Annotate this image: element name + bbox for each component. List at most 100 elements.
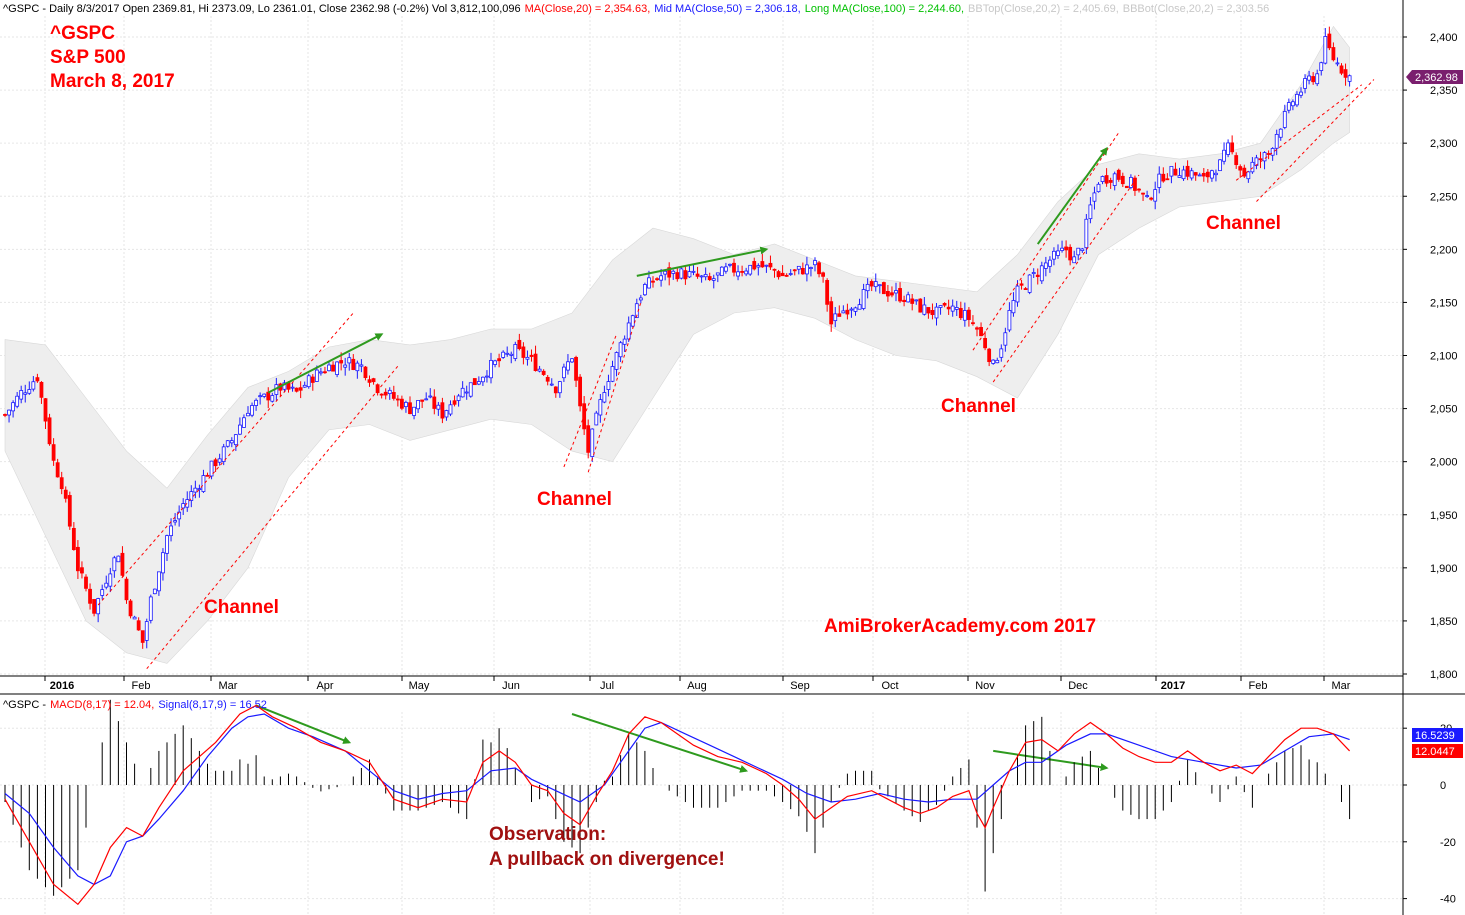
candle [242, 414, 246, 428]
observation-line-2: A pullback on divergence! [489, 849, 725, 870]
candle [958, 301, 963, 320]
candle [566, 354, 570, 375]
candle [598, 393, 603, 423]
candle [1011, 292, 1016, 317]
candle [914, 299, 919, 305]
candle [691, 264, 696, 276]
candle [387, 387, 392, 400]
candle [1153, 181, 1158, 210]
candle [59, 471, 64, 495]
candle [509, 351, 514, 364]
candle [663, 270, 668, 281]
price-badge: 2,362.98 [1406, 70, 1463, 84]
candle [197, 484, 202, 498]
candle [999, 344, 1004, 362]
candle [962, 302, 967, 327]
candle [1112, 171, 1117, 191]
candle [541, 369, 546, 376]
candle [327, 360, 331, 372]
candle [71, 522, 76, 551]
channel-line [1256, 79, 1375, 202]
candle [1169, 165, 1174, 184]
candle [35, 373, 40, 383]
candle [1262, 151, 1267, 170]
date-tick-label: Feb [1249, 680, 1268, 692]
candle [379, 393, 384, 399]
channel-line [97, 312, 354, 606]
candle [1327, 26, 1332, 51]
candle [817, 260, 821, 278]
candle [740, 265, 744, 277]
candle [395, 395, 400, 407]
candle [501, 350, 506, 359]
candle [752, 257, 757, 271]
candle [906, 291, 911, 303]
header-bbtop: BBTop(Close,20,2) = 2,405.69, [968, 3, 1119, 15]
channel-line [972, 132, 1120, 351]
candle [416, 400, 421, 413]
candle [898, 282, 902, 303]
candle [1234, 152, 1239, 169]
candle [910, 293, 915, 311]
candle [687, 265, 692, 278]
candle [930, 303, 935, 320]
candle [1197, 172, 1202, 177]
macd-line [4, 704, 1351, 906]
candle [902, 295, 906, 307]
candle [124, 576, 129, 604]
candle [1218, 159, 1222, 172]
candle [1181, 165, 1186, 181]
candle [1303, 74, 1307, 94]
candle [331, 361, 335, 372]
candle [1295, 91, 1299, 108]
candle [1185, 160, 1190, 181]
candle [440, 397, 445, 424]
trend-arrow [267, 333, 384, 394]
candle [456, 393, 461, 407]
candle [15, 391, 20, 409]
bollinger-band [4, 25, 1350, 664]
candle [351, 354, 356, 371]
date-tick-label: Jul [600, 680, 614, 692]
candle [711, 274, 716, 289]
price-tick-label: 2,200 [1430, 244, 1458, 256]
header-ma20: MA(Close,20) = 2,354.63, [525, 3, 651, 15]
candle [707, 272, 712, 282]
candle [667, 262, 672, 286]
candle [991, 359, 996, 365]
candle [225, 439, 230, 448]
candle [76, 540, 80, 579]
candle [1210, 169, 1214, 182]
candle [343, 357, 348, 376]
candle [683, 265, 688, 285]
signal-line [4, 713, 1350, 886]
candle [1258, 151, 1263, 169]
macd-header-signal: Signal(8,17,9) = 16.52 [158, 699, 267, 711]
date-tick-label: Aug [687, 680, 707, 692]
candle [1226, 139, 1230, 158]
candle [43, 397, 48, 429]
candle [128, 599, 133, 619]
date-tick-label: Oct [881, 680, 898, 692]
candle [983, 331, 987, 351]
candle [363, 366, 368, 381]
candle [1343, 63, 1348, 86]
candle [1189, 167, 1194, 181]
candle [784, 273, 789, 277]
date-tick-label: 2017 [1161, 680, 1185, 692]
candle [967, 307, 971, 327]
candle [96, 597, 101, 623]
candle [1104, 168, 1109, 187]
candle [1222, 142, 1226, 165]
candle [578, 374, 582, 412]
candle [371, 377, 376, 385]
price-tick-label: 2,100 [1430, 351, 1458, 363]
macd-header-symbol: ^GSPC - [3, 699, 46, 711]
candle [873, 273, 878, 292]
candle [88, 583, 92, 610]
candle [432, 389, 437, 415]
trend-arrow [636, 246, 769, 277]
candle [594, 410, 599, 426]
header-ma100: Long MA(Close,100) = 2,244.60, [805, 3, 964, 15]
